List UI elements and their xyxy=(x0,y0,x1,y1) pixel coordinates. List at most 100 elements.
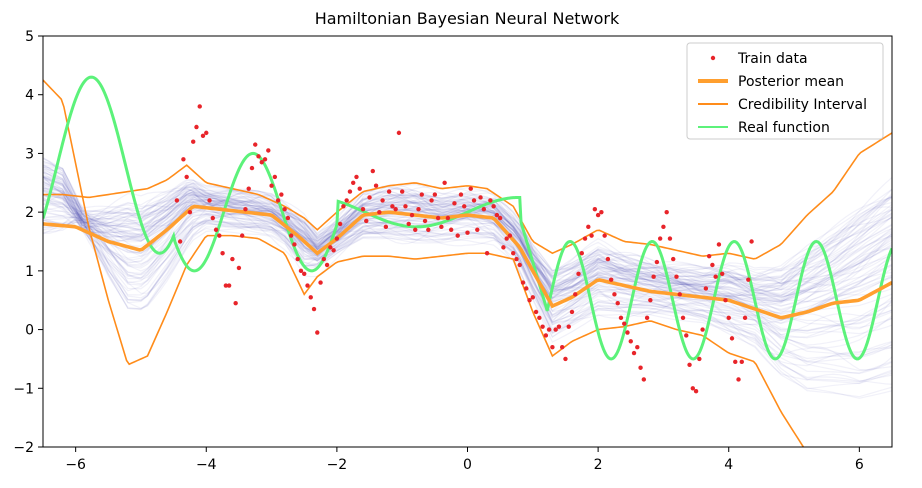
posterior-sample-line xyxy=(43,185,892,303)
train-point xyxy=(354,174,359,180)
train-point xyxy=(615,300,620,306)
train-point xyxy=(488,198,493,203)
posterior-sample-line xyxy=(43,203,892,335)
legend-label-credibility-interval: Credibility Interval xyxy=(738,97,867,113)
train-point xyxy=(253,142,258,147)
x-tick-label: 2 xyxy=(594,457,603,473)
train-point xyxy=(321,256,327,262)
train-point xyxy=(733,359,738,365)
posterior-sample-line xyxy=(43,182,892,303)
x-tick-label: 0 xyxy=(463,457,472,473)
train-point xyxy=(298,268,304,274)
train-point xyxy=(249,165,255,171)
train-point xyxy=(638,365,643,370)
train-point xyxy=(328,245,333,250)
train-point xyxy=(563,356,568,362)
train-point xyxy=(184,174,189,180)
train-point xyxy=(723,298,728,303)
x-tick-label: 4 xyxy=(724,457,733,473)
train-point xyxy=(462,204,467,209)
train-point xyxy=(501,245,506,250)
train-point xyxy=(537,315,542,321)
x-tick-label: −2 xyxy=(327,457,348,473)
train-point xyxy=(648,298,653,303)
train-point xyxy=(576,271,581,276)
train-point xyxy=(729,336,735,341)
train-point xyxy=(311,306,317,312)
train-point xyxy=(377,209,382,215)
train-point xyxy=(226,283,232,288)
x-tick-label: 6 xyxy=(855,457,864,473)
train-data xyxy=(174,104,754,394)
train-point xyxy=(207,198,212,203)
train-point xyxy=(256,154,261,159)
posterior-sample-line xyxy=(43,212,892,375)
train-point xyxy=(579,251,584,256)
train-point xyxy=(514,256,519,262)
train-point xyxy=(628,339,633,344)
posterior-sample-line xyxy=(43,175,892,312)
posterior-sample-line xyxy=(43,219,892,398)
train-point xyxy=(230,256,235,262)
train-point xyxy=(710,262,715,268)
train-point xyxy=(504,236,509,241)
posterior-sample-line xyxy=(43,210,892,346)
train-point xyxy=(592,207,598,212)
train-point xyxy=(465,230,470,235)
y-tick-label: −2 xyxy=(13,440,34,456)
train-point xyxy=(520,280,526,285)
train-point xyxy=(511,251,516,256)
legend-marker-train-data xyxy=(710,55,716,61)
train-point xyxy=(494,212,500,218)
train-point xyxy=(716,242,722,247)
train-point xyxy=(671,256,676,262)
train-point xyxy=(690,386,696,391)
train-point xyxy=(217,233,222,238)
train-point xyxy=(233,300,238,306)
train-point xyxy=(641,377,647,382)
train-point xyxy=(608,277,614,282)
posterior-sample-line xyxy=(43,175,892,294)
train-point xyxy=(703,286,709,291)
train-point xyxy=(530,295,536,300)
train-point xyxy=(259,160,264,165)
train-point xyxy=(435,215,441,221)
x-tick-label: −6 xyxy=(65,457,86,473)
train-point xyxy=(399,189,405,194)
train-point xyxy=(393,207,398,212)
train-point xyxy=(497,215,503,221)
train-point xyxy=(357,186,362,191)
train-point xyxy=(187,209,193,215)
posterior-sample-line xyxy=(43,179,892,297)
train-point xyxy=(736,377,741,382)
y-tick-label: 0 xyxy=(25,323,34,339)
posterior-sample-line xyxy=(43,176,892,293)
train-point xyxy=(282,207,287,212)
train-point xyxy=(622,321,627,326)
train-point xyxy=(295,256,300,262)
posterior-sample-line xyxy=(43,212,892,390)
train-point xyxy=(618,315,624,321)
train-point xyxy=(739,359,744,365)
train-point xyxy=(566,324,571,329)
train-point xyxy=(337,221,343,227)
train-point xyxy=(432,192,438,197)
train-point xyxy=(677,292,682,297)
train-point xyxy=(262,157,268,162)
train-point xyxy=(693,389,699,394)
train-point xyxy=(713,274,718,279)
posterior-sample-line xyxy=(43,199,892,313)
train-point xyxy=(674,274,679,279)
train-point xyxy=(288,233,294,238)
train-point xyxy=(631,350,637,356)
train-point xyxy=(442,180,447,185)
train-point xyxy=(742,315,748,321)
y-tick-label: 4 xyxy=(25,88,34,104)
posterior-sample-line xyxy=(43,166,892,283)
train-point xyxy=(475,227,480,232)
train-point xyxy=(174,198,180,203)
train-point xyxy=(243,207,248,212)
posterior-sample-line xyxy=(43,187,892,339)
train-point xyxy=(746,277,751,282)
posterior-sample-line xyxy=(43,176,892,291)
